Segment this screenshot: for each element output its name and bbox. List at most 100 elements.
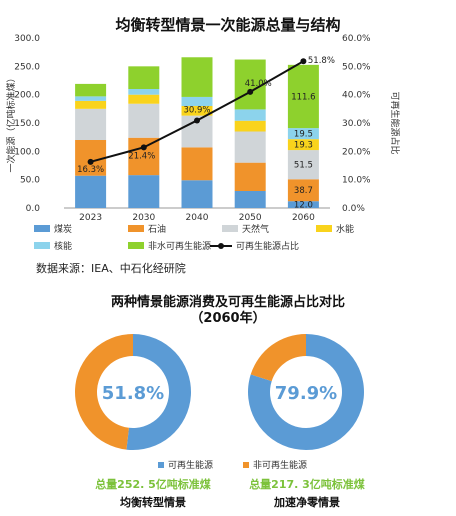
donut1-total: 总量252. 5亿吨标准煤 — [95, 478, 211, 491]
bar-segment — [75, 140, 107, 176]
y-tick-label: 100.0 — [14, 147, 40, 157]
bar-segment — [181, 57, 213, 97]
legend-nonhydro-label: 非水可再生能源 — [148, 242, 212, 252]
y2-tick-label: 30.0% — [342, 119, 371, 129]
share-label: 21.4% — [128, 151, 155, 161]
bar-value-label: 111.6 — [291, 92, 315, 102]
bar-segment — [75, 83, 107, 97]
legend-hydro-swatch — [316, 225, 332, 232]
donut-charts: 51.8% 79.9% — [75, 334, 364, 450]
share-label: 51.8% — [308, 56, 335, 66]
bar-segment — [128, 175, 160, 208]
legend-gas-label: 天然气 — [242, 225, 270, 235]
legend-nuclear-swatch — [34, 242, 50, 249]
legend-nuclear: 核能 — [34, 239, 72, 252]
bar-segment — [181, 147, 213, 181]
bar-segment — [287, 64, 319, 129]
donut-slice — [248, 334, 364, 450]
stacked-bar-chart: 0.0 50.0 100.0 150.0 200.0 250.0 300.0 0.0% 10.0… — [5, 34, 401, 223]
bar-segment — [75, 96, 107, 101]
y-axis-title: 一次能源（亿吨标准煤） — [5, 73, 17, 172]
comparison-title: 两种情景能源消费及可再生能源占比对比 （2060年） — [0, 295, 456, 327]
donut-legend-nonrenewable-swatch — [243, 461, 249, 468]
data-source: 数据来源：IEA、中石化经研院 — [36, 262, 186, 275]
bar-segment — [128, 89, 160, 95]
bar-segment — [181, 180, 213, 208]
bar-segment — [128, 103, 160, 138]
x-tick-label: 2030 — [132, 213, 155, 223]
donut-legend-nonrenewable: 非可再生能源 — [243, 458, 307, 471]
bar-segment — [287, 139, 319, 151]
donut-center-label: 79.9% — [275, 383, 337, 404]
y-tick-label: 50.0 — [20, 176, 40, 186]
bar-segment — [128, 66, 160, 89]
y-tick-label: 250.0 — [14, 62, 40, 72]
y2-tick-label: 20.0% — [342, 147, 371, 157]
bar-segment — [234, 109, 266, 121]
donut-center-label: 51.8% — [102, 383, 164, 404]
bar-segment — [75, 100, 107, 109]
bar-segment — [128, 137, 160, 176]
legend-coal-label: 煤炭 — [54, 225, 73, 235]
donut1-scenario: 均衡转型情景 — [120, 496, 186, 509]
bar-segment — [234, 131, 266, 163]
legend-share-swatch — [210, 242, 232, 250]
legend-hydro: 水能 — [316, 222, 354, 235]
bar-segment — [75, 108, 107, 140]
y2-tick-label: 50.0% — [342, 62, 371, 72]
legend-coal-swatch — [34, 225, 50, 232]
donut-legend-renewable-label: 可再生能源 — [168, 461, 214, 471]
bar-segment — [181, 106, 213, 116]
share-label: 41.0% — [245, 79, 272, 89]
legend-oil-swatch — [128, 225, 144, 232]
y-tick-label: 200.0 — [14, 91, 40, 101]
share-point — [140, 144, 147, 151]
bar-segment — [287, 150, 319, 180]
bar-segment — [234, 162, 266, 191]
bar-value-label: 38.7 — [294, 186, 313, 196]
bar-segment — [234, 59, 266, 110]
x-tick-label: 2023 — [79, 213, 102, 223]
legend-oil: 石油 — [128, 222, 166, 235]
share-label: 16.3% — [77, 165, 104, 175]
share-point — [87, 158, 94, 165]
bar-segment — [287, 128, 319, 140]
legend-gas-swatch — [222, 225, 238, 232]
comparison-title-line2: （2060年） — [190, 311, 266, 326]
legend-nuclear-label: 核能 — [54, 242, 73, 252]
y2-tick-label: 60.0% — [342, 34, 371, 44]
donut-slice — [126, 334, 192, 450]
bar-segment — [75, 175, 107, 208]
bar-segment — [181, 96, 213, 106]
share-point — [194, 117, 200, 124]
y2-tick-label: 0.0% — [342, 204, 365, 214]
legend-share-label: 可再生能源占比 — [236, 242, 300, 252]
legend-gas: 天然气 — [222, 222, 269, 235]
bar-value-label: 19.5 — [294, 130, 313, 140]
donut-slice — [75, 334, 133, 450]
y2-tick-label: 10.0% — [342, 176, 371, 186]
bar-value-label: 12.0 — [294, 201, 313, 211]
legend-hydro-label: 水能 — [336, 225, 355, 235]
donut-legend-renewable: 可再生能源 — [158, 458, 213, 471]
donut2-scenario: 加速净零情景 — [274, 496, 340, 509]
donut-legend-renewable-swatch — [158, 461, 164, 468]
bar-segment — [128, 94, 160, 104]
legend-coal: 煤炭 — [34, 222, 72, 235]
legend-oil-label: 石油 — [148, 225, 167, 235]
y2-axis-title: 可再生能源占比 — [389, 91, 401, 154]
bar-value-label: 51.5 — [294, 161, 313, 171]
bar-segment — [287, 201, 319, 208]
y-tick-label: 150.0 — [14, 119, 40, 129]
donut-slice — [250, 334, 306, 382]
donut-legend-nonrenewable-label: 非可再生能源 — [253, 461, 308, 471]
bar-segment — [287, 179, 319, 202]
legend-nonhydro: 非水可再生能源 — [128, 239, 211, 252]
x-tick-label: 2040 — [186, 213, 209, 223]
donut2-total: 总量217. 3亿吨标准煤 — [249, 478, 365, 491]
bar-segment — [234, 191, 266, 208]
share-point — [247, 88, 254, 95]
bar-value-label: 19.3 — [294, 141, 313, 151]
chart-title: 均衡转型情景一次能源总量与结构 — [115, 16, 341, 34]
